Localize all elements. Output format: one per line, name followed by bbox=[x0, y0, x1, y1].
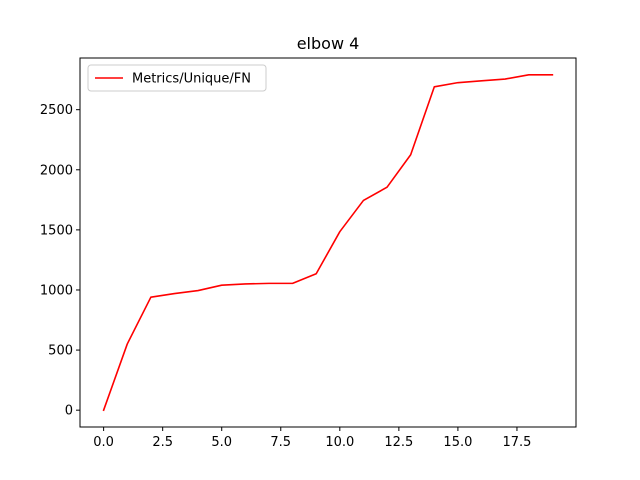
x-tick-label: 10.0 bbox=[325, 435, 354, 450]
legend-box bbox=[87, 64, 267, 92]
legend-label: Metrics/Unique/FN bbox=[132, 72, 251, 87]
y-tick-label: 500 bbox=[48, 344, 73, 359]
y-tick-label: 0 bbox=[65, 404, 73, 419]
plot-frame bbox=[79, 57, 577, 428]
x-tick-label: 5.0 bbox=[211, 435, 232, 450]
y-tick-label: 1000 bbox=[40, 283, 73, 298]
y-axis: 0 500 1000 1500 2000 2500 bbox=[40, 103, 80, 419]
x-tick-label: 15.0 bbox=[443, 435, 472, 450]
series-line bbox=[102, 74, 554, 412]
series-layer bbox=[102, 74, 554, 412]
chart-title: elbow 4 bbox=[297, 34, 360, 53]
x-axis: 0.0 2.5 5.0 7.5 10.0 12.5 15.0 17.5 bbox=[93, 427, 531, 450]
x-tick-label: 0.0 bbox=[93, 435, 114, 450]
x-tick-label: 2.5 bbox=[152, 435, 173, 450]
legend: Metrics/Unique/FN bbox=[87, 64, 267, 92]
plot-area bbox=[79, 57, 577, 428]
y-tick-label: 1500 bbox=[40, 223, 73, 238]
x-tick-label: 17.5 bbox=[502, 435, 531, 450]
x-tick-label: 7.5 bbox=[270, 435, 291, 450]
x-tick-label: 12.5 bbox=[384, 435, 413, 450]
y-tick-label: 2500 bbox=[40, 103, 73, 118]
y-tick-label: 2000 bbox=[40, 163, 73, 178]
